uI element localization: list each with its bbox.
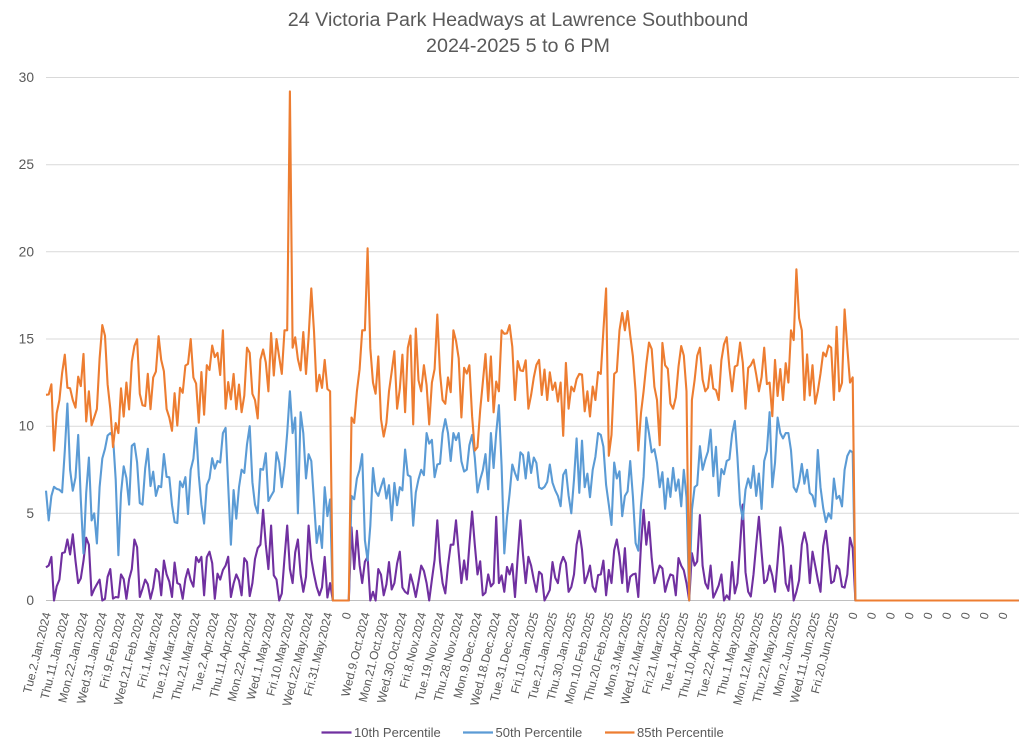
svg-text:20: 20 — [19, 244, 35, 259]
svg-text:25: 25 — [19, 157, 35, 172]
svg-text:0: 0 — [845, 611, 860, 621]
svg-text:0: 0 — [902, 611, 917, 621]
svg-text:24 Victoria Park Headways at L: 24 Victoria Park Headways at Lawrence So… — [288, 9, 748, 31]
svg-text:2024-2025 5 to 6 PM: 2024-2025 5 to 6 PM — [426, 35, 610, 57]
svg-text:10: 10 — [19, 419, 35, 434]
svg-text:50th Percentile: 50th Percentile — [496, 725, 583, 740]
svg-text:0: 0 — [958, 611, 973, 621]
svg-text:85th Percentile: 85th Percentile — [637, 725, 724, 740]
svg-text:30: 30 — [19, 70, 35, 85]
svg-text:15: 15 — [19, 332, 35, 347]
svg-text:0: 0 — [864, 611, 879, 621]
svg-text:0: 0 — [26, 593, 34, 608]
svg-text:0: 0 — [939, 611, 954, 621]
svg-text:0: 0 — [883, 611, 898, 621]
svg-text:0: 0 — [920, 611, 935, 621]
svg-text:10th Percentile: 10th Percentile — [354, 725, 441, 740]
svg-text:5: 5 — [26, 506, 34, 521]
svg-text:0: 0 — [996, 611, 1011, 621]
svg-text:0: 0 — [977, 611, 992, 621]
svg-text:0: 0 — [339, 611, 354, 621]
